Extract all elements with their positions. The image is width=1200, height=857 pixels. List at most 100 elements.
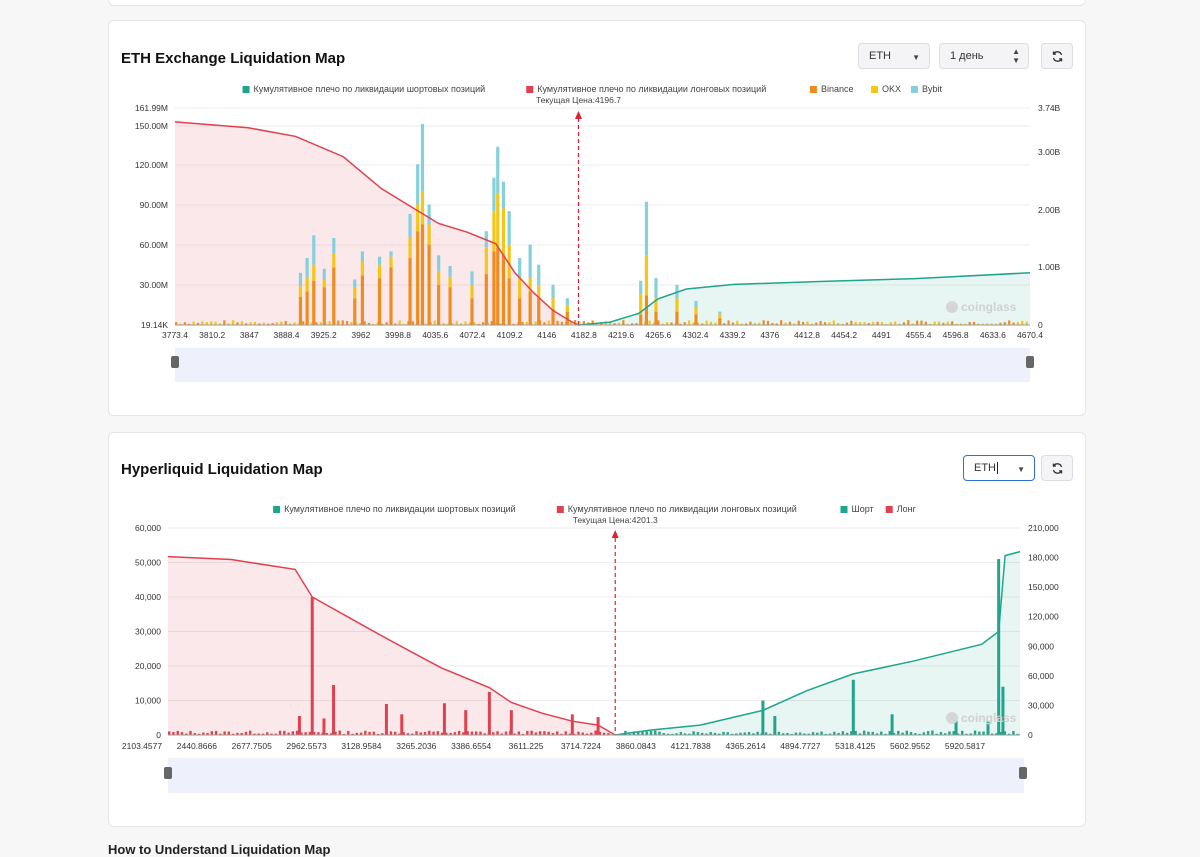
small-bar [547,320,550,325]
y-left-tick-6: 19.14K [141,320,168,330]
small-bar [359,323,362,325]
bar-long [384,703,388,735]
y-left-tick-0: 161.99M [135,103,168,113]
bar-okx [639,294,643,315]
small-bar [270,733,273,735]
small-bar [609,321,612,325]
small-bar [411,321,414,325]
bar-long [400,714,404,735]
small-bar [911,323,914,325]
symbol-select[interactable]: ETH ▼ [858,43,930,69]
bar-okx [565,304,569,312]
small-bar [688,733,691,735]
up-down-stepper-icon: ▲ ▼ [1012,47,1020,65]
long-cumulative-line [167,555,616,736]
small-bar [670,322,673,325]
small-bar [666,733,670,735]
bar-binance [492,251,496,325]
x-tick-17: 4412.8 [794,330,820,340]
small-bar [249,730,252,735]
bar-binance [322,287,326,325]
legend-swatch [871,86,879,93]
small-bar [654,730,657,735]
x-tick-12: 4219.6 [608,330,634,340]
refresh-button[interactable] [1041,455,1073,481]
small-bar [837,732,840,735]
x-tick-1: 2440.8666 [177,741,217,751]
small-bar [569,322,572,325]
bar-okx [360,262,364,276]
bar-long [297,716,301,735]
small-bar [223,320,226,325]
small-bar [543,322,546,325]
bar-binance [470,298,474,325]
bar-bybit [654,278,658,299]
bar-binance [437,284,441,325]
small-bar [1012,730,1015,735]
small-bar [811,732,815,735]
small-bar [788,321,792,325]
small-bar [764,732,768,735]
small-bar [598,731,602,735]
period-select[interactable]: 1 день ▲ ▼ [939,43,1029,69]
range-slider-handle-right[interactable] [1026,356,1034,368]
bar-binance [654,311,658,325]
x-tick-8: 4072.4 [459,330,485,340]
bar-okx [718,314,722,319]
small-bar [683,322,686,325]
y-left-tick-2: 40,000 [135,592,161,602]
coinglass-logo [946,712,958,724]
small-bar [747,732,751,735]
bar-long [596,717,600,735]
small-bar [1007,733,1011,735]
small-bar [436,731,440,735]
range-slider-handle-left[interactable] [164,767,172,779]
bar-binance [551,308,555,325]
small-bar [411,733,414,735]
small-bar [736,320,739,325]
small-bar [652,322,656,325]
bar-okx [496,193,500,248]
small-bar [490,321,493,325]
small-bar [661,323,664,325]
small-bar [175,322,178,325]
small-bar [709,321,713,325]
bar-short [954,717,958,735]
legend-label-1: Кумулятивное плечо по ликвидации лонговы… [568,504,797,514]
bar-okx [332,254,336,268]
small-bar [982,731,985,735]
small-bar [312,731,316,735]
small-bar [168,731,171,735]
caret-down-icon: ▼ [1017,465,1025,474]
small-bar [933,321,936,325]
small-bar [517,731,521,735]
x-tick-6: 3998.8 [385,330,411,340]
small-bar [402,732,405,735]
y-left-tick-5: 30.00M [140,280,168,290]
range-slider-handle-right[interactable] [1019,767,1027,779]
small-bar [185,733,188,735]
small-bar [468,322,471,325]
range-slider-handle-left[interactable] [171,356,179,368]
bar-okx [312,264,316,281]
small-bar [594,730,597,735]
small-bar [257,733,260,735]
small-bar [863,322,866,325]
bar-okx [377,264,382,279]
small-bar [223,731,226,735]
small-bar [803,733,806,735]
small-bar [766,320,770,325]
bar-binance [420,224,425,325]
small-bar [479,731,482,735]
bar-okx [644,255,649,296]
range-slider-track [168,758,1024,793]
small-bar [850,731,853,735]
bar-bybit [408,213,412,238]
small-bar [692,322,695,325]
symbol-select[interactable]: ETH ▼ [963,455,1035,481]
small-bar [330,733,333,735]
refresh-button[interactable] [1041,43,1073,69]
small-bar [793,323,796,325]
small-bar [189,730,192,735]
small-bar [453,732,457,735]
